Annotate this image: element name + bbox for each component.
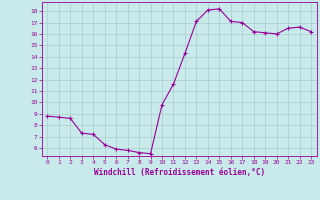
X-axis label: Windchill (Refroidissement éolien,°C): Windchill (Refroidissement éolien,°C)	[94, 168, 265, 177]
